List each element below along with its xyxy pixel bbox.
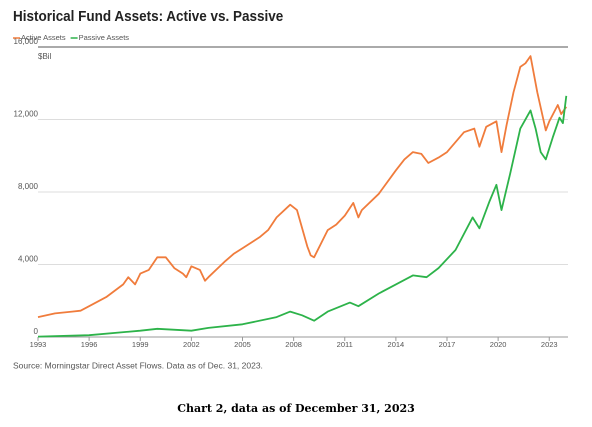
x-tick-label: 2023 — [541, 340, 558, 349]
x-tick-label: 2017 — [439, 340, 456, 349]
y-tick-label: 0 — [34, 327, 39, 336]
x-tick-label: 2005 — [234, 340, 251, 349]
y-tick-label: 16,000 — [14, 37, 39, 46]
legend-label: Passive Assets — [79, 33, 130, 42]
y-tick-label: 12,000 — [14, 110, 39, 119]
x-tick-label: 1996 — [81, 340, 98, 349]
y-tick-label: 4,000 — [18, 255, 39, 264]
y-tick-label: 8,000 — [18, 182, 39, 191]
caption: Chart 2, data as of December 31, 2023 — [177, 402, 415, 415]
x-tick-label: 1999 — [132, 340, 149, 349]
x-tick-label: 2020 — [490, 340, 507, 349]
series-line — [37, 55, 568, 318]
x-tick-label: 2011 — [337, 340, 353, 349]
y-unit: $Bil — [38, 52, 52, 61]
x-tick-label: 1993 — [30, 340, 47, 349]
x-tick-label: 2014 — [388, 340, 405, 349]
legend-label: Active Assets — [21, 33, 66, 42]
x-tick-label: 2008 — [285, 340, 302, 349]
chart-title: Historical Fund Assets: Active vs. Passi… — [13, 8, 283, 25]
source-note: Source: Morningstar Direct Asset Flows. … — [13, 360, 263, 370]
x-tick-label: 2002 — [183, 340, 200, 349]
series-line — [37, 95, 568, 338]
